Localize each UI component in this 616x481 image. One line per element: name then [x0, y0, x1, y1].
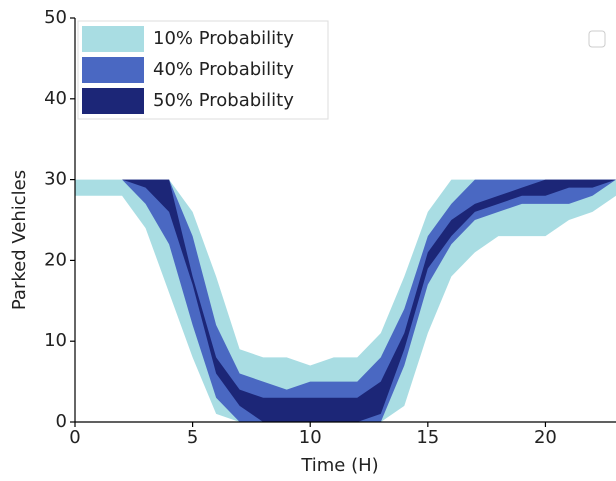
x-tick-label: 20: [534, 427, 557, 448]
checkbox[interactable]: [588, 30, 606, 48]
legend: 10% Probability 40% Probability 50% Probab…: [77, 20, 329, 120]
legend-label: 40% Probability: [153, 59, 294, 80]
x-tick-label: 10: [299, 427, 322, 448]
x-axis-label: Time (H): [300, 455, 378, 476]
legend-swatch: [82, 88, 144, 114]
y-tick-label: 10: [44, 330, 67, 351]
x-tick-label: 5: [187, 427, 198, 448]
probability-band: [75, 179, 616, 422]
y-tick-label: 20: [44, 249, 67, 270]
y-axis-label: Parked Vehicles: [9, 170, 30, 310]
legend-label: 50% Probability: [153, 90, 294, 111]
legend-swatch: [82, 57, 144, 83]
y-tick-label: 0: [56, 411, 67, 432]
y-tick-label: 50: [44, 7, 67, 28]
x-tick-label: 15: [416, 427, 439, 448]
x-tick-label: 0: [69, 427, 80, 448]
legend-swatch: [82, 26, 144, 52]
legend-label: 10% Probability: [153, 28, 294, 49]
y-tick-label: 30: [44, 169, 67, 190]
y-tick-label: 40: [44, 88, 67, 109]
